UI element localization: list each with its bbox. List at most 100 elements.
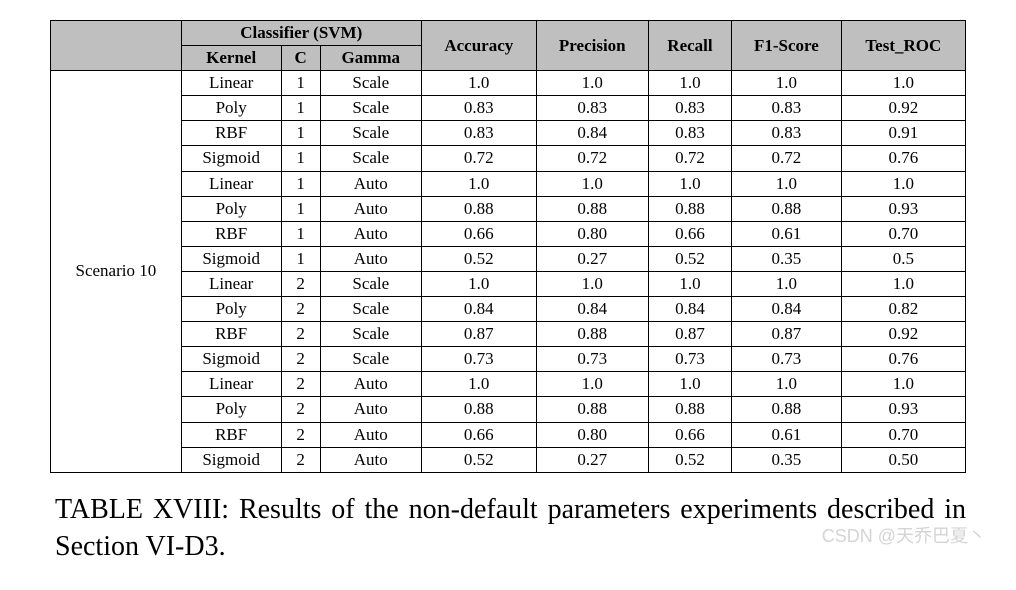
cell-f1: 0.61 — [732, 221, 841, 246]
table-row: Poly1Scale0.830.830.830.830.92 — [51, 96, 966, 121]
table-row: Sigmoid1Auto0.520.270.520.350.5 — [51, 246, 966, 271]
cell-precision: 1.0 — [536, 271, 648, 296]
cell-precision: 0.80 — [536, 221, 648, 246]
cell-gamma: Scale — [320, 121, 421, 146]
cell-f1: 0.88 — [732, 397, 841, 422]
header-f1score: F1-Score — [732, 21, 841, 71]
table-row: Poly2Scale0.840.840.840.840.82 — [51, 297, 966, 322]
corner-cell — [51, 21, 182, 71]
header-accuracy: Accuracy — [421, 21, 536, 71]
cell-roc: 0.93 — [841, 397, 965, 422]
cell-gamma: Auto — [320, 447, 421, 472]
cell-gamma: Auto — [320, 422, 421, 447]
cell-precision: 0.84 — [536, 121, 648, 146]
cell-kernel: Sigmoid — [181, 447, 281, 472]
cell-kernel: Poly — [181, 397, 281, 422]
cell-f1: 0.83 — [732, 121, 841, 146]
cell-f1: 0.87 — [732, 322, 841, 347]
cell-precision: 0.72 — [536, 146, 648, 171]
cell-c: 2 — [281, 422, 320, 447]
cell-c: 2 — [281, 271, 320, 296]
cell-kernel: Sigmoid — [181, 347, 281, 372]
cell-c: 1 — [281, 246, 320, 271]
cell-roc: 0.5 — [841, 246, 965, 271]
cell-accuracy: 1.0 — [421, 171, 536, 196]
cell-precision: 0.27 — [536, 246, 648, 271]
results-table: Classifier (SVM) Accuracy Precision Reca… — [50, 20, 966, 473]
cell-c: 1 — [281, 96, 320, 121]
cell-accuracy: 0.66 — [421, 221, 536, 246]
table-row: Sigmoid2Scale0.730.730.730.730.76 — [51, 347, 966, 372]
cell-recall: 0.72 — [648, 146, 731, 171]
header-precision: Precision — [536, 21, 648, 71]
cell-precision: 0.88 — [536, 322, 648, 347]
cell-accuracy: 0.66 — [421, 422, 536, 447]
cell-kernel: RBF — [181, 422, 281, 447]
cell-recall: 0.88 — [648, 397, 731, 422]
cell-roc: 0.93 — [841, 196, 965, 221]
cell-recall: 0.83 — [648, 96, 731, 121]
cell-f1: 0.88 — [732, 196, 841, 221]
cell-precision: 0.84 — [536, 297, 648, 322]
table-row: RBF1Auto0.660.800.660.610.70 — [51, 221, 966, 246]
cell-c: 2 — [281, 322, 320, 347]
cell-f1: 0.84 — [732, 297, 841, 322]
cell-kernel: RBF — [181, 322, 281, 347]
table-row: Sigmoid1Scale0.720.720.720.720.76 — [51, 146, 966, 171]
header-testroc: Test_ROC — [841, 21, 965, 71]
cell-gamma: Scale — [320, 71, 421, 96]
cell-precision: 1.0 — [536, 372, 648, 397]
cell-accuracy: 0.87 — [421, 322, 536, 347]
cell-gamma: Scale — [320, 146, 421, 171]
cell-roc: 0.76 — [841, 347, 965, 372]
cell-gamma: Scale — [320, 322, 421, 347]
header-recall: Recall — [648, 21, 731, 71]
cell-c: 1 — [281, 221, 320, 246]
group-header-classifier: Classifier (SVM) — [181, 21, 421, 46]
cell-recall: 0.84 — [648, 297, 731, 322]
cell-recall: 0.88 — [648, 196, 731, 221]
cell-gamma: Scale — [320, 297, 421, 322]
cell-accuracy: 0.84 — [421, 297, 536, 322]
cell-roc: 0.76 — [841, 146, 965, 171]
cell-roc: 1.0 — [841, 171, 965, 196]
cell-roc: 0.92 — [841, 96, 965, 121]
cell-accuracy: 0.83 — [421, 121, 536, 146]
cell-gamma: Auto — [320, 246, 421, 271]
cell-roc: 1.0 — [841, 271, 965, 296]
table-row: Linear2Scale1.01.01.01.01.0 — [51, 271, 966, 296]
cell-recall: 0.73 — [648, 347, 731, 372]
cell-recall: 1.0 — [648, 271, 731, 296]
cell-accuracy: 1.0 — [421, 71, 536, 96]
cell-precision: 0.83 — [536, 96, 648, 121]
cell-f1: 1.0 — [732, 372, 841, 397]
cell-f1: 0.83 — [732, 96, 841, 121]
table-row: Scenario 10Linear1Scale1.01.01.01.01.0 — [51, 71, 966, 96]
cell-c: 1 — [281, 71, 320, 96]
cell-gamma: Scale — [320, 271, 421, 296]
cell-gamma: Auto — [320, 171, 421, 196]
cell-kernel: RBF — [181, 121, 281, 146]
cell-recall: 1.0 — [648, 71, 731, 96]
cell-recall: 0.66 — [648, 221, 731, 246]
cell-kernel: Poly — [181, 196, 281, 221]
cell-roc: 0.92 — [841, 322, 965, 347]
table-row: Linear1Auto1.01.01.01.01.0 — [51, 171, 966, 196]
cell-roc: 0.70 — [841, 422, 965, 447]
subheader-c: C — [281, 46, 320, 71]
cell-roc: 0.50 — [841, 447, 965, 472]
cell-roc: 0.70 — [841, 221, 965, 246]
cell-accuracy: 0.52 — [421, 246, 536, 271]
cell-precision: 0.27 — [536, 447, 648, 472]
cell-gamma: Auto — [320, 372, 421, 397]
cell-accuracy: 1.0 — [421, 271, 536, 296]
cell-precision: 1.0 — [536, 171, 648, 196]
cell-f1: 0.61 — [732, 422, 841, 447]
cell-kernel: Poly — [181, 96, 281, 121]
cell-recall: 0.87 — [648, 322, 731, 347]
cell-accuracy: 0.88 — [421, 397, 536, 422]
table-row: RBF2Scale0.870.880.870.870.92 — [51, 322, 966, 347]
cell-gamma: Scale — [320, 347, 421, 372]
cell-kernel: Linear — [181, 372, 281, 397]
cell-f1: 0.72 — [732, 146, 841, 171]
